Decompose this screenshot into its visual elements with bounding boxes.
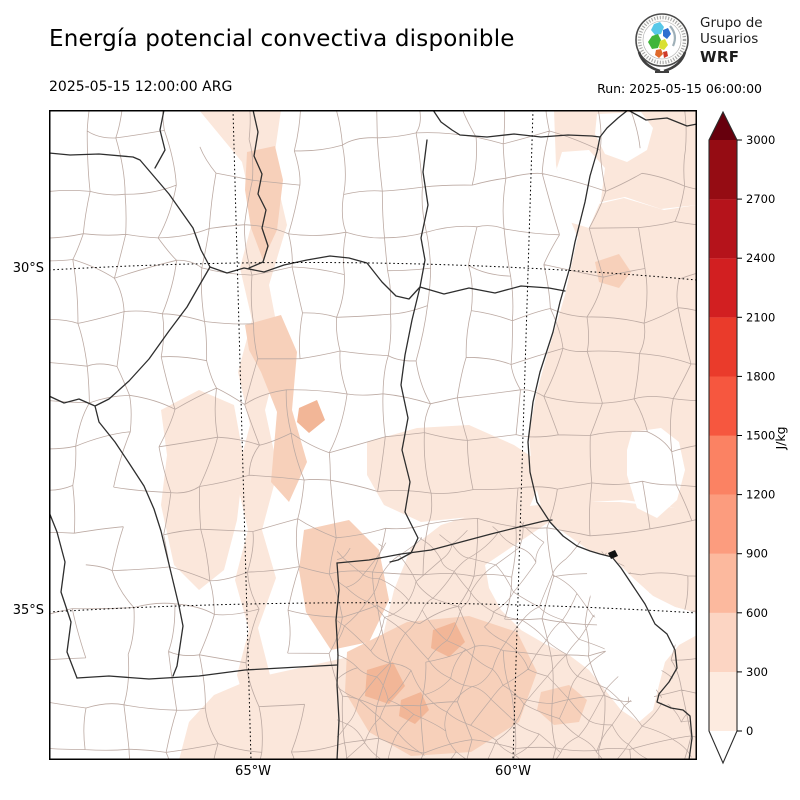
colorbar-arrow-under [709,731,737,763]
cape-map-canvas [49,110,697,760]
map-panel [49,110,697,760]
province-boundaries-layer [49,110,697,760]
gridline-65w [232,110,252,760]
lon-tick-65w: 65°W [235,764,271,779]
colorbar: 0 300 600 900 1200 1500 1800 2100 2400 2… [699,102,799,794]
svg-text:2700: 2700 [746,192,775,206]
svg-text:3000: 3000 [746,133,775,147]
svg-text:900: 900 [746,547,768,561]
page-title: Energía potencial convectiva disponible [49,26,515,52]
map-frame [49,110,697,760]
gridline-60w [512,110,534,760]
logo-text-wrf: WRF [700,47,740,66]
lat-tick-30s: 30°S [12,261,44,276]
lat-tick-35s: 35°S [12,603,44,618]
colorbar-segments [709,112,737,763]
svg-text:1800: 1800 [746,369,775,383]
buenos-aires-city-mark [608,550,618,559]
colorbar-canvas: 0 300 600 900 1200 1500 1800 2100 2400 2… [708,110,788,765]
gridline-30s [49,261,697,281]
svg-text:600: 600 [746,606,768,620]
svg-text:1500: 1500 [746,429,775,443]
cape-shade-level2 [245,146,631,756]
lon-tick-60w: 60°W [495,764,531,779]
logo-text-line1: Grupo de [700,15,763,31]
svg-text:1200: 1200 [746,488,775,502]
rio-de-la-plata-water [587,551,697,712]
colorbar-unit-label: J/kg [773,426,788,450]
colorbar-tick-marks [737,139,742,732]
svg-text:2100: 2100 [746,310,775,324]
svg-text:300: 300 [746,665,768,679]
gridline-35s [49,602,697,614]
logo-text-line2: Usuarios [700,31,759,48]
svg-text:0: 0 [746,724,753,738]
department-boundaries-layer [49,110,697,760]
logo-text: Grupo de Usuarios WRF [700,15,763,66]
colorbar-tick-labels: 0 300 600 900 1200 1500 1800 2100 2400 2… [746,133,775,738]
valid-time-label: 2025-05-15 12:00:00 ARG [49,79,233,95]
run-time-label: Run: 2025-05-15 06:00:00 [597,81,762,96]
colorbar-arrow-over [709,112,737,140]
logo-emblem-icon [635,13,689,73]
svg-text:2400: 2400 [746,251,775,265]
graticule-layer [49,110,697,760]
wrf-users-group-logo [630,8,694,76]
